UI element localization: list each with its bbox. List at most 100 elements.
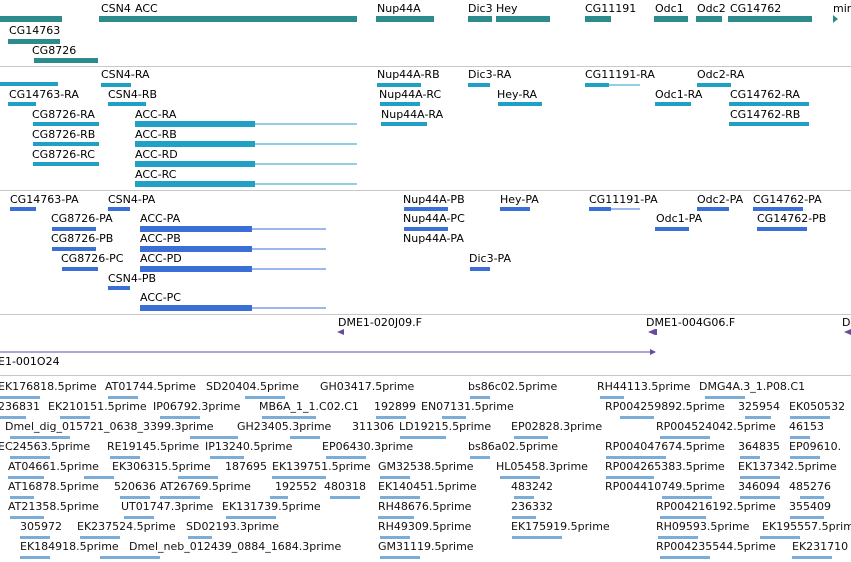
est-label[interactable]: EK210151.5prime bbox=[48, 400, 147, 413]
transcript-label[interactable]: ACC-RB bbox=[135, 128, 177, 141]
protein-label[interactable]: ACC-PC bbox=[140, 291, 181, 304]
est-label[interactable]: RH44113.5prime bbox=[597, 380, 691, 393]
gene-label[interactable]: CSN4 bbox=[101, 2, 131, 15]
protein-label[interactable]: CSN4-PB bbox=[108, 272, 157, 285]
est-label[interactable]: 187695 bbox=[225, 460, 267, 473]
est-label[interactable]: EK195557.5prime bbox=[762, 520, 851, 533]
transcript-label[interactable]: ACC-RA bbox=[135, 108, 177, 121]
gene-label[interactable]: CG8726 bbox=[32, 44, 77, 57]
est-label[interactable]: RH49309.5prime bbox=[378, 520, 472, 533]
transcript-label[interactable]: CG14762-RB bbox=[730, 108, 801, 121]
est-label[interactable]: RP004216192.5prime bbox=[656, 500, 776, 513]
gene-label[interactable]: ACC bbox=[135, 2, 158, 15]
gene-label[interactable]: Odc1 bbox=[655, 2, 684, 15]
protein-label[interactable]: CG11191-PA bbox=[589, 193, 658, 206]
est-label[interactable]: RH48676.5prime bbox=[378, 500, 472, 513]
est-label[interactable]: EK237524.5prime bbox=[77, 520, 176, 533]
est-label[interactable]: EK184918.5prime bbox=[20, 540, 119, 553]
est-label[interactable]: GM32538.5prime bbox=[378, 460, 474, 473]
transcript-label[interactable]: CG8726-RC bbox=[32, 148, 95, 161]
est-label[interactable]: 355409 bbox=[789, 500, 831, 513]
est-label[interactable]: HL05458.3prime bbox=[496, 460, 588, 473]
est-label[interactable]: 305972 bbox=[20, 520, 62, 533]
est-label[interactable]: 485276 bbox=[789, 480, 831, 493]
est-label[interactable]: Dmel_neb_012439_0884_1684.3prime bbox=[129, 540, 342, 553]
transcript-label[interactable]: CSN4-RB bbox=[108, 88, 158, 101]
est-label[interactable]: EK137342.5prime bbox=[738, 460, 837, 473]
est-label[interactable]: AT26769.5prime bbox=[160, 480, 251, 493]
transcript-label[interactable]: CG11191-RA bbox=[585, 68, 655, 81]
est-label[interactable]: RP004524042.5prime bbox=[656, 420, 776, 433]
protein-label[interactable]: ACC-PA bbox=[140, 212, 181, 225]
gene-label[interactable]: mir bbox=[833, 2, 851, 15]
est-label[interactable]: RP004235544.5prime bbox=[656, 540, 776, 553]
est-label[interactable]: EK175919.5prime bbox=[511, 520, 610, 533]
protein-label[interactable]: CG14762-PB bbox=[757, 212, 827, 225]
transcript-label[interactable]: Odc2-RA bbox=[697, 68, 745, 81]
est-label[interactable]: 483242 bbox=[511, 480, 553, 493]
transcript-label[interactable]: Nup44A-RB bbox=[377, 68, 440, 81]
est-label[interactable]: AT21358.5prime bbox=[8, 500, 99, 513]
gene-label[interactable]: CG11191 bbox=[585, 2, 637, 15]
protein-label[interactable]: Hey-PA bbox=[500, 193, 539, 206]
protein-label[interactable]: CG8726-PA bbox=[51, 212, 113, 225]
est-label[interactable]: IP13240.5prime bbox=[205, 440, 293, 453]
est-label[interactable]: 236332 bbox=[511, 500, 553, 513]
est-label[interactable]: EK050532 bbox=[789, 400, 846, 413]
transcript-label[interactable]: Nup44A-RC bbox=[379, 88, 442, 101]
gene-label[interactable]: Hey bbox=[496, 2, 518, 15]
est-label[interactable]: DMG4A.3_1.P08.C1 bbox=[699, 380, 806, 393]
est-label[interactable]: 520636 bbox=[114, 480, 156, 493]
est-label[interactable]: EK176818.5prime bbox=[0, 380, 97, 393]
protein-label[interactable]: ACC-PB bbox=[140, 232, 181, 245]
est-label[interactable]: GH03417.5prime bbox=[320, 380, 415, 393]
est-label[interactable]: MB6A_1_1.C02.C1 bbox=[259, 400, 359, 413]
protein-label[interactable]: CG14762-PA bbox=[753, 193, 822, 206]
est-label[interactable]: RP004265383.5prime bbox=[605, 460, 725, 473]
protein-label[interactable]: CSN4-PA bbox=[108, 193, 156, 206]
protein-label[interactable]: Nup44A-PA bbox=[403, 232, 464, 245]
est-label[interactable]: 192552 bbox=[275, 480, 317, 493]
est-label[interactable]: LD19215.5prime bbox=[399, 420, 492, 433]
est-label[interactable]: bs86a02.5prime bbox=[468, 440, 558, 453]
est-label[interactable]: 364835 bbox=[738, 440, 780, 453]
est-label[interactable]: 346094 bbox=[738, 480, 780, 493]
est-label[interactable]: 236831 bbox=[0, 400, 40, 413]
est-label[interactable]: AT16878.5prime bbox=[8, 480, 99, 493]
est-label[interactable]: IP06792.3prime bbox=[153, 400, 241, 413]
est-label[interactable]: EP06430.3prime bbox=[322, 440, 414, 453]
transcript-label[interactable]: CSN4-RA bbox=[101, 68, 150, 81]
est-label[interactable]: 311306 bbox=[352, 420, 394, 433]
est-label[interactable]: RP004047674.5prime bbox=[605, 440, 725, 453]
transcript-label[interactable]: CG14763-RA bbox=[9, 88, 79, 101]
est-label[interactable]: 192899 bbox=[374, 400, 416, 413]
transcript-label[interactable]: ACC-RC bbox=[135, 168, 177, 181]
protein-label[interactable]: Odc1-PA bbox=[656, 212, 703, 225]
est-label[interactable]: EK306315.5prime bbox=[112, 460, 211, 473]
transcript-label[interactable]: Hey-RA bbox=[497, 88, 538, 101]
clone-label[interactable]: D bbox=[842, 316, 851, 329]
est-label[interactable]: EP02828.3prime bbox=[511, 420, 603, 433]
est-label[interactable]: SD20404.5prime bbox=[206, 380, 299, 393]
est-label[interactable]: GH23405.3prime bbox=[237, 420, 332, 433]
protein-label[interactable]: Nup44A-PC bbox=[403, 212, 465, 225]
est-label[interactable]: RP004410749.5prime bbox=[605, 480, 725, 493]
clone-label[interactable]: DME1-020J09.F bbox=[338, 316, 422, 329]
est-label[interactable]: EK139751.5prime bbox=[272, 460, 371, 473]
protein-label[interactable]: CG8726-PB bbox=[51, 232, 114, 245]
est-label[interactable]: RP004259892.5prime bbox=[605, 400, 725, 413]
gene-label[interactable]: Nup44A bbox=[377, 2, 421, 15]
protein-label[interactable]: Odc2-PA bbox=[697, 193, 744, 206]
transcript-label[interactable]: ACC-RD bbox=[135, 148, 178, 161]
est-label[interactable]: RE19145.5prime bbox=[107, 440, 200, 453]
transcript-label[interactable]: Nup44A-RA bbox=[381, 108, 444, 121]
gene-label[interactable]: Odc2 bbox=[697, 2, 726, 15]
gene-label[interactable]: CG14762 bbox=[730, 2, 782, 15]
transcript-label[interactable]: Dic3-RA bbox=[468, 68, 512, 81]
est-label[interactable]: EK140451.5prime bbox=[378, 480, 477, 493]
clone-label[interactable]: E1-001O24 bbox=[0, 355, 60, 368]
est-label[interactable]: 46153 bbox=[789, 420, 824, 433]
est-label[interactable]: 480318 bbox=[324, 480, 366, 493]
transcript-label[interactable]: CG8726-RB bbox=[32, 128, 96, 141]
est-label[interactable]: EK131739.5prime bbox=[222, 500, 321, 513]
